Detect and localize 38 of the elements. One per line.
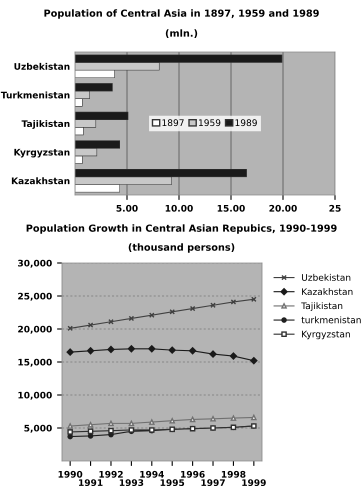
x-tick-label: 5.00: [116, 204, 138, 212]
x-tick-label: 1990: [58, 470, 82, 478]
y-tick-label: 30,000: [18, 260, 52, 268]
chart-title: Population Growth in Central Asian Repubics, 1990-1999: [26, 224, 337, 234]
y-tick-label: 5,000: [24, 424, 52, 433]
legend-label: Uzbekistan: [302, 274, 350, 281]
legend-label: turkmenistan: [301, 316, 361, 324]
x-tick-label: 1996: [181, 470, 205, 478]
legend-label: Tajikistan: [301, 302, 342, 311]
y-tick-label: 20,000: [18, 326, 52, 334]
x2-tick-label: 1995: [160, 479, 184, 486]
x-tick-label: 15.00: [218, 204, 245, 212]
chart-title: Population of Central Asia in 1897, 1959 and 1989: [44, 9, 319, 19]
x2-tick-label: 1999: [242, 479, 266, 486]
y-tick-label: Uzbekistan: [14, 62, 70, 70]
x2-tick-label: 1993: [120, 479, 144, 486]
x-tick-label: 1994: [140, 470, 164, 478]
x2-tick-label: 1991: [79, 479, 103, 486]
y-tick-label: Turkmenistan: [0, 91, 70, 98]
legend-label: 1897: [162, 119, 184, 126]
x-tick-label: 1998: [222, 470, 246, 478]
x2-tick-label: 1997: [201, 479, 225, 486]
y-tick-label: Kazakhstan: [12, 177, 70, 184]
legend-label: 1989: [236, 119, 257, 126]
y-tick-label: 10,000: [18, 392, 52, 400]
legend-label: 1959: [199, 119, 220, 126]
chart-subtitle: (mln.): [166, 29, 198, 38]
y-tick-label: 25,000: [18, 292, 52, 301]
x-tick-label: 20.00: [269, 204, 297, 212]
x-tick-label: 25: [329, 204, 341, 212]
legend-label: Kazakhstan: [302, 288, 352, 296]
y-tick-label: Kyrgyzstan: [14, 148, 70, 158]
x-tick-label: 1992: [99, 470, 123, 478]
y-tick-label: Tajikistan: [22, 120, 70, 129]
y-tick-label: 15,000: [18, 358, 52, 367]
legend-label: Kyrgyzstan: [302, 330, 350, 340]
chart-subtitle: (thousand persons): [128, 243, 234, 253]
x-tick-label: 10.00: [166, 204, 193, 212]
